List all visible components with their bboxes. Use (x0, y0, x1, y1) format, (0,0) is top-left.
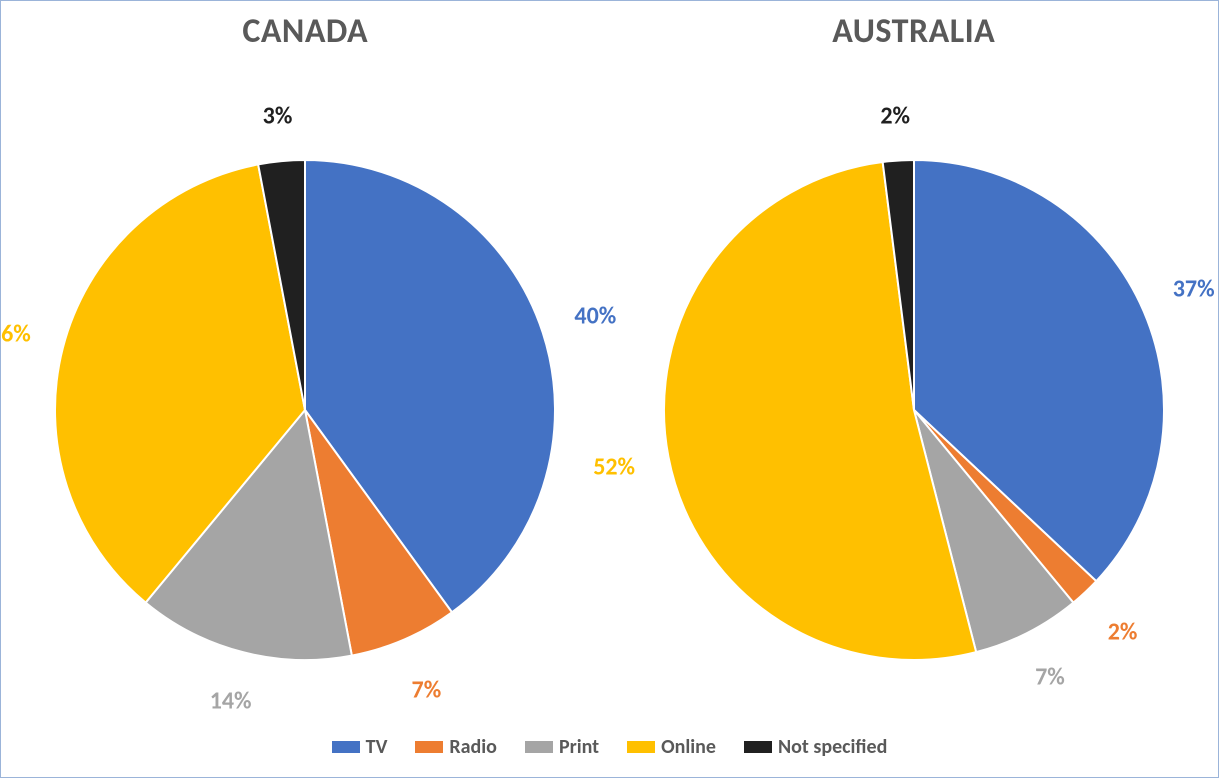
legend-item-print: Print (525, 735, 599, 759)
legend-swatch-online (627, 741, 655, 753)
chart-title-australia: AUSTRALIA (832, 11, 995, 52)
legend-label-online: Online (661, 735, 716, 759)
chart-col-canada: CANADA 40%7%14%36%3% (1, 11, 610, 748)
legend-swatch-print (525, 741, 553, 753)
chart-frame: CANADA 40%7%14%36%3% AUSTRALIA 37%2%7%52… (0, 0, 1219, 778)
legend-item-notspecified: Not specified (744, 735, 887, 759)
pie-holder-canada: 40%7%14%36%3% (0, 72, 643, 748)
pie-data-label: 36% (0, 320, 31, 349)
chart-col-australia: AUSTRALIA 37%2%7%52%2% (610, 11, 1219, 748)
pie-data-label: 37% (1173, 274, 1215, 303)
pie-data-label: 3% (263, 102, 293, 131)
legend-swatch-tv (332, 741, 360, 753)
pie-data-label: 52% (593, 453, 635, 482)
legend-item-online: Online (627, 735, 716, 759)
legend-label-tv: TV (366, 735, 388, 759)
legend: TV Radio Print Online Not specified (1, 735, 1218, 759)
chart-title-canada: CANADA (242, 11, 368, 52)
legend-swatch-notspecified (744, 741, 772, 753)
legend-item-radio: Radio (415, 735, 497, 759)
pie-data-label: 7% (1035, 663, 1065, 692)
pie-holder-australia: 37% 2% 7% 52% 2% (576, 72, 1219, 748)
charts-row: CANADA 40%7%14%36%3% AUSTRALIA 37%2%7%52… (1, 1, 1218, 748)
pie-data-label: 7% (412, 675, 442, 704)
pie-svg (0, 72, 643, 748)
pie-data-label: 2% (1108, 618, 1138, 647)
legend-item-tv: TV (332, 735, 388, 759)
legend-label-print: Print (559, 735, 599, 759)
legend-label-radio: Radio (449, 735, 497, 759)
pie-data-label: 2% (880, 101, 910, 130)
legend-swatch-radio (415, 741, 443, 753)
legend-label-notspecified: Not specified (778, 735, 887, 759)
pie-data-label: 14% (210, 686, 252, 715)
